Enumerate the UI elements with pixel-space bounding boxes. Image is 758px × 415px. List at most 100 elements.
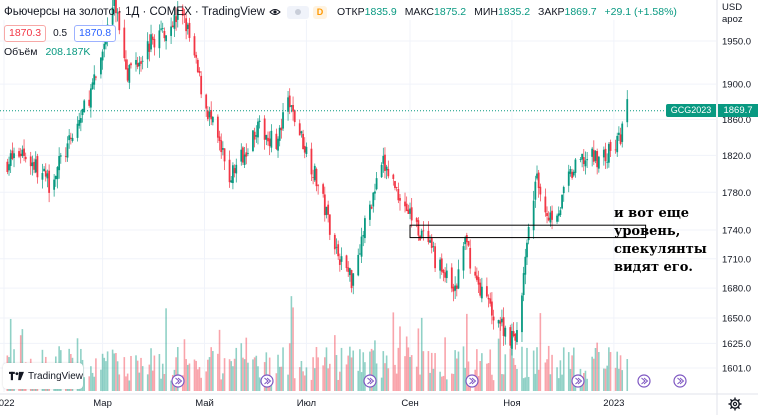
candle-body (562, 187, 565, 194)
volume-bar (572, 347, 575, 391)
volume-bar (511, 336, 513, 391)
eye-icon[interactable] (269, 7, 281, 17)
volume-bar (303, 375, 306, 391)
candle-body (380, 164, 383, 178)
event-marker-circle (465, 374, 479, 388)
volume-bar (452, 373, 455, 391)
tradingview-logo[interactable]: TradingView (3, 363, 83, 389)
buy-price-button[interactable]: 1870.8 (74, 25, 117, 42)
volume-bar (150, 348, 152, 391)
candle-body (358, 253, 361, 255)
gear-icon[interactable] (728, 397, 742, 411)
volume-bar (427, 351, 430, 391)
event-marker-icon[interactable] (637, 374, 651, 388)
candle-body (18, 151, 20, 157)
currency-label[interactable]: USD (722, 2, 743, 13)
delayed-data-badge[interactable]: D (312, 5, 327, 19)
annotation-text[interactable]: и вот еще уровень, спекулянты видят его. (614, 206, 707, 275)
volume-bar (128, 380, 131, 391)
volume-bar (444, 337, 446, 391)
ohlc-open-value: 1835.9 (364, 6, 397, 18)
volume-bar (593, 358, 595, 391)
volume-bar (183, 339, 186, 391)
candle-body (614, 149, 617, 151)
sell-price-button[interactable]: 1870.3 (4, 25, 47, 42)
volume-bar (502, 374, 505, 391)
time-axis[interactable]: 2022 Мар Май Июл Сен Ноя 2023 (0, 398, 624, 409)
candle-body (607, 144, 610, 163)
event-marker-chevron (575, 377, 583, 385)
candle-body (245, 152, 248, 157)
volume-bar (270, 380, 273, 391)
candle-body (348, 268, 351, 276)
candle-body (305, 146, 308, 155)
volume-bar (457, 351, 460, 391)
volume-bar (242, 357, 244, 391)
candle-body (176, 9, 179, 20)
market-status-badge[interactable] (286, 5, 309, 19)
candle-body (287, 97, 289, 112)
candle-body (591, 148, 594, 157)
candle-body (567, 171, 570, 186)
volume-bar (479, 361, 482, 391)
candle-body (384, 154, 386, 171)
candle-body (71, 137, 74, 141)
event-marker-icon[interactable] (260, 374, 274, 388)
volume-bar (275, 373, 278, 391)
volume-bar (616, 351, 619, 391)
event-marker-icon[interactable] (571, 374, 585, 388)
candle-body (181, 7, 184, 16)
candle-body (196, 59, 199, 72)
volume-bar (195, 360, 197, 391)
candle-body (126, 68, 129, 81)
volume-bar (450, 373, 453, 391)
volume-bar (514, 364, 517, 391)
candle-body (527, 226, 530, 241)
volume-bar (347, 355, 350, 391)
event-marker-icon[interactable] (363, 374, 377, 388)
event-marker-icon[interactable] (673, 374, 687, 388)
x-tick-label: Май (195, 398, 214, 409)
candle-body (532, 200, 535, 231)
y-tick-label: 1740.0 (722, 225, 751, 236)
volume-bar (130, 355, 132, 391)
candle-body (278, 127, 281, 141)
event-marker-icon[interactable] (465, 374, 479, 388)
volume-bar (186, 364, 189, 391)
volume-bar (200, 377, 202, 391)
volume-bar (362, 352, 365, 391)
event-marker-circle (637, 374, 651, 388)
candle-body (521, 295, 523, 333)
candle-body (88, 99, 91, 106)
volume-bar (258, 377, 261, 391)
volume-bar (442, 375, 445, 391)
candle-body (310, 148, 313, 175)
candle-body (141, 60, 144, 62)
volume-bar (100, 369, 102, 391)
candle-body (113, 0, 116, 7)
volume-bar (298, 367, 301, 391)
candle-body (432, 246, 435, 248)
candle-body (539, 186, 542, 195)
volume-label[interactable]: Объём (4, 46, 38, 58)
volume-bar (537, 369, 540, 391)
ohlc-open-label: ОТКР (336, 6, 365, 18)
candle-body (135, 60, 137, 65)
candle-body (420, 230, 423, 239)
symbol-title[interactable]: Фьючерсы на золото · 1Д · COMEX · Tradin… (4, 6, 265, 18)
candle-body (91, 82, 94, 90)
candle-body (247, 152, 249, 154)
event-marker-icon[interactable] (171, 374, 185, 388)
volume-bar (429, 372, 431, 391)
candle-body (253, 131, 256, 140)
candle-body (504, 327, 507, 337)
candle-body (455, 285, 458, 289)
axis-mode-label[interactable]: apoz (722, 14, 743, 25)
candle-body (616, 135, 619, 153)
candle-body (101, 51, 104, 61)
volume-bar (349, 346, 351, 391)
candle-body (489, 298, 492, 304)
volume-bar (516, 368, 518, 391)
price-axis[interactable]: 1950.0 1900.0 1860.0 1820.0 1780.0 1740.0 1710… (722, 37, 751, 375)
candle-body (233, 168, 236, 174)
